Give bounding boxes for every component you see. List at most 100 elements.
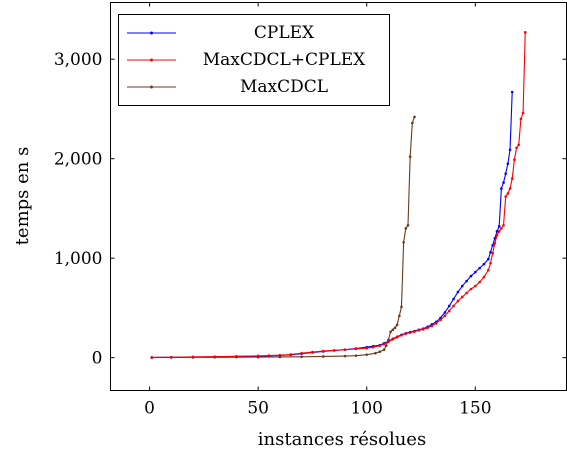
data-point <box>430 324 434 328</box>
data-point <box>354 354 358 357</box>
data-point <box>382 342 386 346</box>
data-point <box>404 332 408 336</box>
legend-entry-cplex: CPLEX <box>127 23 315 43</box>
data-point <box>491 251 494 255</box>
data-point <box>478 266 481 270</box>
legend-label: CPLEX <box>254 23 315 43</box>
data-point <box>411 121 414 125</box>
data-point <box>400 305 403 309</box>
data-point <box>343 348 347 352</box>
data-point <box>495 234 499 237</box>
y-axis-ticks: 0 1,000 2,000 3,000 <box>54 50 567 369</box>
data-point <box>502 181 505 184</box>
data-point <box>443 314 447 318</box>
series-line-maxcdcl <box>151 116 416 359</box>
data-point <box>378 344 382 348</box>
legend-marker <box>150 85 153 89</box>
data-point <box>497 230 501 233</box>
data-point <box>460 295 464 299</box>
series-line-cplex <box>151 92 513 359</box>
data-point <box>487 257 490 261</box>
data-point <box>387 340 390 344</box>
data-point <box>213 355 217 358</box>
data-point <box>191 355 195 359</box>
data-point <box>267 354 271 357</box>
data-point <box>495 230 499 233</box>
data-point <box>406 224 410 227</box>
data-point <box>487 268 490 272</box>
data-point <box>452 297 455 301</box>
data-point <box>491 243 494 247</box>
data-point <box>474 270 477 274</box>
data-point <box>421 328 425 331</box>
series-maxcdcl <box>150 115 416 359</box>
data-point <box>493 241 497 245</box>
data-point <box>402 240 405 244</box>
data-point <box>289 353 293 356</box>
data-point <box>365 346 369 350</box>
data-point <box>371 345 375 349</box>
data-point <box>517 143 521 147</box>
data-point <box>489 261 492 265</box>
data-point <box>489 250 492 254</box>
data-point <box>460 284 464 288</box>
data-point <box>504 172 508 175</box>
legend-label: MaxCDCL <box>240 77 328 97</box>
data-point <box>456 290 460 294</box>
x-tick-label: 50 <box>247 399 269 419</box>
data-point <box>170 355 173 359</box>
y-tick-label: 1,000 <box>54 249 103 269</box>
data-point <box>400 333 403 337</box>
data-point <box>508 187 512 190</box>
y-tick-label: 3,000 <box>54 50 103 70</box>
series-line-maxcdcl-cplex <box>151 32 526 359</box>
data-point <box>497 225 501 228</box>
data-point <box>389 330 392 334</box>
y-tick-label: 2,000 <box>54 150 103 170</box>
y-axis-label: temps en s <box>12 147 33 246</box>
data-point <box>413 330 416 333</box>
data-point <box>515 146 518 150</box>
legend-marker <box>150 31 153 35</box>
data-point <box>278 353 282 357</box>
data-point <box>510 177 514 180</box>
legend-entry-maxcdcl: MaxCDCL <box>127 77 328 97</box>
data-point <box>354 347 358 351</box>
data-point <box>469 287 473 291</box>
data-point <box>439 318 442 322</box>
data-point <box>519 117 523 121</box>
data-point <box>513 158 516 161</box>
data-point <box>504 195 508 198</box>
data-point <box>365 353 369 356</box>
data-point <box>506 192 510 195</box>
x-tick-label: 100 <box>351 399 383 419</box>
data-point <box>506 162 510 165</box>
data-point <box>322 349 325 353</box>
data-point <box>508 148 512 152</box>
data-point <box>500 227 503 230</box>
x-axis-label: instances résolues <box>258 429 426 450</box>
data-point <box>447 304 451 308</box>
x-axis-ticks: 0 50 100 150 <box>144 2 492 419</box>
data-point <box>443 311 447 314</box>
data-point <box>391 337 395 341</box>
data-point <box>391 328 395 332</box>
data-point <box>417 329 421 332</box>
legend-label: MaxCDCL+CPLEX <box>203 50 366 70</box>
x-tick-label: 0 <box>144 399 155 419</box>
data-point <box>502 224 505 227</box>
data-point <box>382 348 386 352</box>
series-maxcdcl-cplex <box>150 31 527 359</box>
x-tick-label: 150 <box>459 399 491 419</box>
legend: CPLEX MaxCDCL+CPLEX MaxCDCL <box>118 14 390 106</box>
data-point <box>474 284 477 288</box>
data-point <box>465 291 468 295</box>
data-point <box>482 275 486 279</box>
data-point <box>256 354 260 358</box>
data-point <box>452 304 455 308</box>
data-point <box>447 309 451 313</box>
data-point <box>235 354 238 358</box>
data-point <box>332 349 336 352</box>
data-point <box>408 155 412 159</box>
data-point <box>343 354 347 358</box>
